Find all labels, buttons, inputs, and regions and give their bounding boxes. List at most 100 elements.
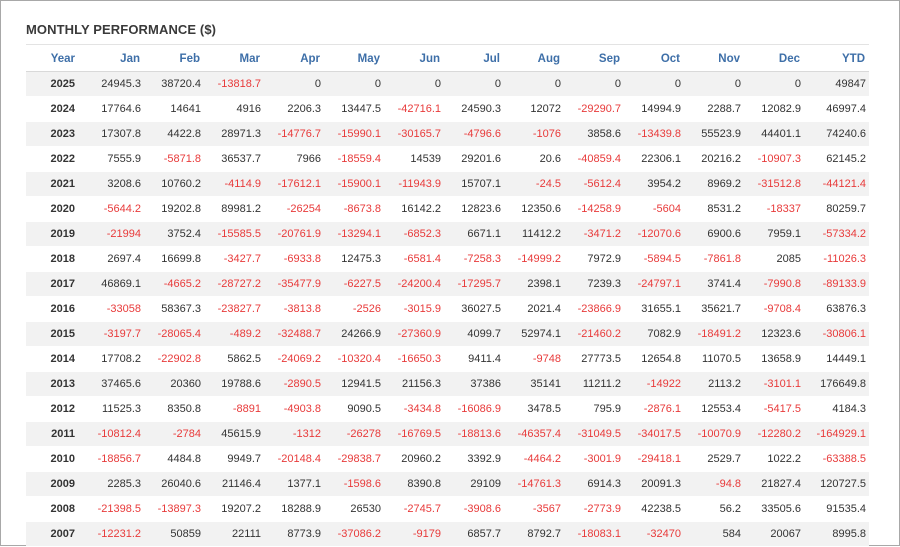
month-value-cell: -24069.2 [264,346,324,372]
month-value-cell: -1076 [504,121,564,147]
month-value-cell: -26254 [264,196,324,222]
month-value-cell: 9411.4 [444,346,504,372]
month-value-cell: 795.9 [564,396,624,422]
month-value-cell: 12475.3 [324,246,384,272]
year-cell: 2022 [26,146,84,172]
month-value-cell: 36537.7 [204,146,264,172]
title-divider [26,44,869,45]
month-value-cell: 19207.2 [204,496,264,522]
month-value-cell: 4916 [204,96,264,122]
year-cell: 2018 [26,246,84,272]
table-row: 2008 -21398.5 -13897.3 19207.2 18288.9 26530-… [26,496,869,522]
column-header-year: Year [26,46,84,72]
ytd-cell: 8995.8 [804,521,869,547]
month-value-cell: -4464.2 [504,446,564,472]
month-value-cell: -7258.3 [444,246,504,272]
month-value-cell: 56.2 [684,496,744,522]
ytd-cell: 49847 [804,71,869,97]
year-cell: 2023 [26,121,84,147]
month-value-cell: 17764.6 [84,96,144,122]
month-value-cell: 15707.1 [444,171,504,197]
month-value-cell: 12654.8 [624,346,684,372]
month-value-cell: 58367.3 [144,296,204,322]
month-value-cell: 20960.2 [384,446,444,472]
table-row: 2018 2697.4 16699.8 -3427.7 -6933.8 12475.3 -6… [26,246,869,272]
month-value-cell: -20148.4 [264,446,324,472]
month-value-cell: -34017.5 [624,421,684,447]
year-cell: 2015 [26,321,84,347]
ytd-cell: 80259.7 [804,196,869,222]
ytd-cell: 120727.5 [804,471,869,497]
month-value-cell: -1598.6 [324,471,384,497]
month-value-cell: 7966 [264,146,324,172]
column-header-ytd: YTD [804,46,869,72]
month-value-cell: -5644.2 [84,196,144,222]
ytd-cell: -164929.1 [804,421,869,447]
month-value-cell: 21146.4 [204,471,264,497]
ytd-cell: 91535.4 [804,496,869,522]
month-value-cell: 31655.1 [624,296,684,322]
month-value-cell: 21827.4 [744,471,804,497]
month-value-cell: 0 [684,71,744,97]
month-value-cell: 2697.4 [84,246,144,272]
month-value-cell: 17708.2 [84,346,144,372]
month-value-cell: -32470 [624,521,684,547]
ytd-cell: 62145.2 [804,146,869,172]
month-value-cell: -15990.1 [324,121,384,147]
month-value-cell: 35621.7 [684,296,744,322]
column-header-jan: Jan [84,46,144,72]
month-value-cell: -7990.8 [744,271,804,297]
month-value-cell: 52974.1 [504,321,564,347]
month-value-cell: -18856.7 [84,446,144,472]
month-value-cell: 24590.3 [444,96,504,122]
month-value-cell: 1022.2 [744,446,804,472]
month-value-cell: 36027.5 [444,296,504,322]
ytd-cell: 14449.1 [804,346,869,372]
month-value-cell: 12553.4 [684,396,744,422]
month-value-cell: -10320.4 [324,346,384,372]
month-value-cell: -7861.8 [684,246,744,272]
month-value-cell: -3197.7 [84,321,144,347]
month-value-cell: 55523.9 [684,121,744,147]
month-value-cell: -18083.1 [564,521,624,547]
month-value-cell: 11070.5 [684,346,744,372]
month-value-cell: -29418.1 [624,446,684,472]
month-value-cell: -18337 [744,196,804,222]
month-value-cell: -3427.7 [204,246,264,272]
month-value-cell: 5862.5 [204,346,264,372]
table-row: 2024 17764.6 14641 4916 2206.3 13447.5 -42716.… [26,96,869,122]
month-value-cell: -27360.9 [384,321,444,347]
month-value-cell: -24200.4 [384,271,444,297]
month-value-cell: 11525.3 [84,396,144,422]
column-header-oct: Oct [624,46,684,72]
year-cell: 2009 [26,471,84,497]
month-value-cell: -2890.5 [264,371,324,397]
table-row: 2025 24945.3 38720.4 -13818.7 0 0 0 0 0 0 0 0 0 49847 [26,71,869,97]
month-value-cell: -28065.4 [144,321,204,347]
month-value-cell: -17295.7 [444,271,504,297]
ytd-cell: -44121.4 [804,171,869,197]
month-value-cell: -10070.9 [684,421,744,447]
ytd-cell: -89133.9 [804,271,869,297]
month-value-cell: -5871.8 [144,146,204,172]
month-value-cell: -18559.4 [324,146,384,172]
month-value-cell: 7082.9 [624,321,684,347]
month-value-cell: -489.2 [204,321,264,347]
month-value-cell: -31049.5 [564,421,624,447]
table-row: 2016 -33058 58367.3 -23827.7 -3813.8 -2526 -30… [26,296,869,322]
month-value-cell: 44401.1 [744,121,804,147]
month-value-cell: 6671.1 [444,221,504,247]
year-cell: 2014 [26,346,84,372]
month-value-cell: 584 [684,521,744,547]
month-value-cell: -18491.2 [684,321,744,347]
month-value-cell: 16699.8 [144,246,204,272]
month-value-cell: -14258.9 [564,196,624,222]
year-cell: 2025 [26,71,84,97]
month-value-cell: -14922 [624,371,684,397]
month-value-cell: 12941.5 [324,371,384,397]
table-row: 2010 -18856.7 4484.8 9949.7 -20148.4 -29838.7… [26,446,869,472]
year-cell: 2021 [26,171,84,197]
month-value-cell: 35141 [504,371,564,397]
month-value-cell: 3478.5 [504,396,564,422]
month-value-cell: 12072 [504,96,564,122]
